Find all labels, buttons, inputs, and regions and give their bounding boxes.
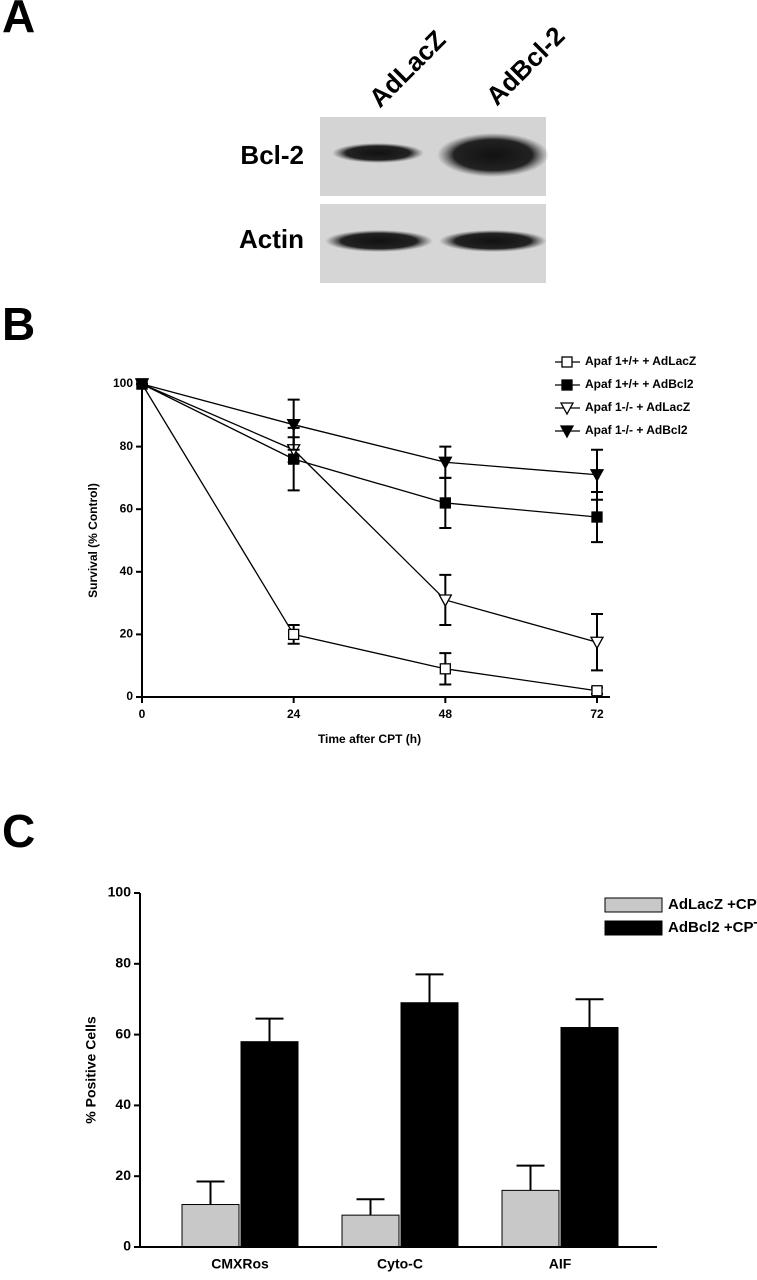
panel-letter: A xyxy=(2,0,35,42)
y-tick-label: 80 xyxy=(120,439,134,453)
legend-label: AdLacZ +CPT xyxy=(668,896,757,913)
y-axis-label: % Positive Cells xyxy=(83,1016,99,1124)
y-tick-label: 100 xyxy=(113,376,133,390)
legend-label: Apaf 1-/- + AdBcl2 xyxy=(585,423,688,437)
y-tick-label: 60 xyxy=(120,501,134,515)
x-tick-label: 0 xyxy=(139,707,146,721)
error-bar xyxy=(516,1164,545,1191)
legend-marker xyxy=(559,402,575,416)
x-tick-label: CMXRos xyxy=(211,1256,269,1272)
legend-label: AdBcl2 +CPT xyxy=(668,919,757,936)
x-tick-label: 48 xyxy=(439,707,453,721)
y-tick-label: 80 xyxy=(115,955,131,971)
y-tick-label: 0 xyxy=(123,1238,131,1254)
lane-label: AdBcl-2 xyxy=(480,20,571,111)
lane-label: AdLacZ xyxy=(363,24,452,113)
series-line xyxy=(141,383,598,692)
x-tick-label: 72 xyxy=(590,707,604,721)
error-bar xyxy=(255,1017,284,1042)
marker xyxy=(288,628,300,641)
series-line xyxy=(141,383,598,518)
bar xyxy=(341,1214,400,1248)
legend-label: Apaf 1+/+ + AdBcl2 xyxy=(585,377,694,391)
marker xyxy=(589,636,605,650)
bar xyxy=(240,1041,299,1248)
legend-swatch xyxy=(604,897,663,913)
y-tick-label: 40 xyxy=(115,1096,131,1112)
error-bar xyxy=(196,1180,225,1205)
bar xyxy=(181,1204,240,1248)
y-tick-label: 100 xyxy=(108,884,132,900)
x-tick-label: AIF xyxy=(549,1256,572,1272)
y-tick-label: 0 xyxy=(126,689,133,703)
legend-label: Apaf 1-/- + AdLacZ xyxy=(585,400,690,414)
y-tick-label: 60 xyxy=(115,1025,131,1041)
series-line xyxy=(141,383,598,643)
error-bar xyxy=(356,1198,385,1216)
bar xyxy=(400,1002,459,1248)
legend-marker xyxy=(561,379,573,391)
error-bar xyxy=(415,973,444,1003)
series-line xyxy=(141,383,598,476)
y-axis-label: Survival (% Control) xyxy=(86,483,100,598)
marker xyxy=(439,497,451,509)
marker xyxy=(591,685,603,697)
x-axis-label: Time after CPT (h) xyxy=(318,732,421,746)
y-tick-label: 20 xyxy=(120,627,134,641)
error-bar xyxy=(575,998,604,1028)
marker xyxy=(591,511,603,523)
marker xyxy=(286,419,301,433)
legend-swatch xyxy=(604,920,663,936)
marker xyxy=(589,469,605,483)
y-tick-label: 40 xyxy=(120,564,134,578)
row-label: Bcl-2 xyxy=(240,140,304,170)
marker xyxy=(438,594,453,608)
marker xyxy=(439,663,451,675)
x-tick-label: Cyto-C xyxy=(377,1256,423,1272)
bar xyxy=(501,1189,560,1248)
row-label: Actin xyxy=(239,224,304,254)
marker xyxy=(134,378,150,392)
panel-letter: C xyxy=(2,805,35,857)
legend-marker xyxy=(561,356,573,368)
marker xyxy=(438,456,453,470)
legend-marker xyxy=(559,425,575,439)
legend-label: Apaf 1+/+ + AdLacZ xyxy=(585,354,696,368)
x-tick-label: 24 xyxy=(287,707,301,721)
y-tick-label: 20 xyxy=(115,1167,131,1183)
blot-image xyxy=(320,117,549,283)
bar xyxy=(560,1027,619,1248)
panel-letter: B xyxy=(2,298,35,350)
